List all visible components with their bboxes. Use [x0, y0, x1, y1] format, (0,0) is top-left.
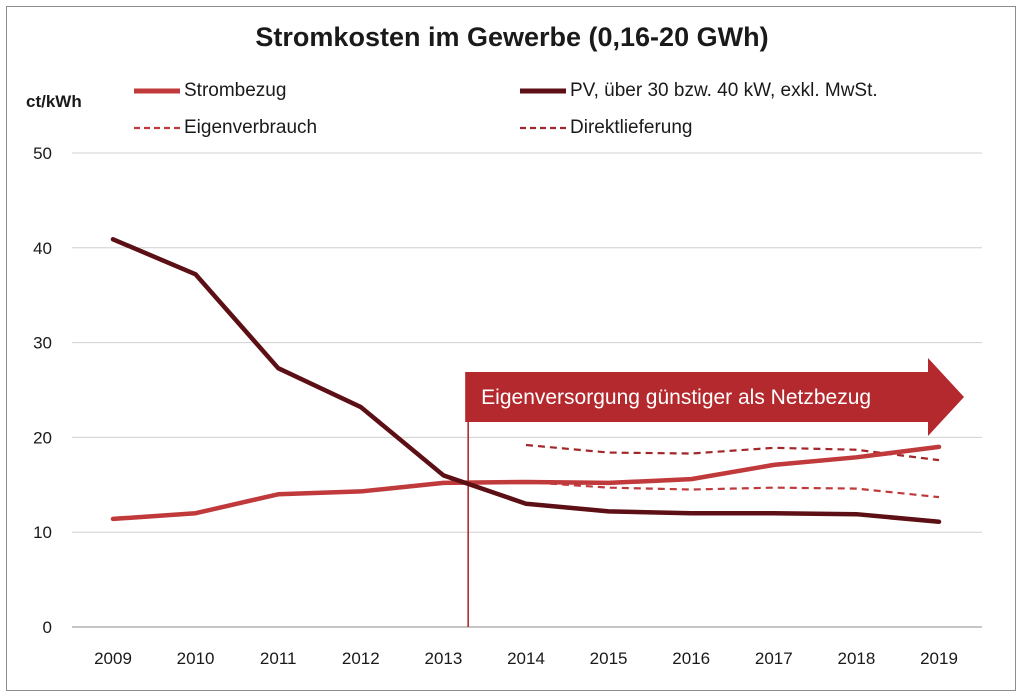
- x-tick-label-2012: 2012: [342, 649, 380, 668]
- series-line-2: [525, 480, 940, 499]
- x-tick-label-2010: 2010: [177, 649, 215, 668]
- legend-item-direktlieferung: Direktlieferung: [520, 117, 693, 139]
- annotation-arrow: [465, 358, 964, 436]
- x-tick-label-2014: 2014: [507, 649, 545, 668]
- legend-item-pv: PV, über 30 bzw. 40 kW, exkl. MwSt.: [520, 80, 878, 102]
- series-line-0: [110, 444, 942, 522]
- x-tick-label-2017: 2017: [755, 649, 793, 668]
- legend-label-pv: PV, über 30 bzw. 40 kW, exkl. MwSt.: [570, 80, 878, 101]
- y-axis-label: ct/kWh: [26, 92, 82, 111]
- y-tick-label-50: 50: [33, 144, 52, 163]
- legend-label-eigenverbrauch: Eigenverbrauch: [184, 117, 318, 138]
- y-tick-label-0: 0: [43, 618, 52, 637]
- legend-swatch-direktlieferung: [520, 126, 566, 130]
- x-tick-label-2013: 2013: [424, 649, 462, 668]
- x-tick-label-2018: 2018: [837, 649, 875, 668]
- x-tick-label-2011: 2011: [260, 649, 297, 668]
- chart-title: Stromkosten im Gewerbe (0,16-20 GWh): [255, 22, 769, 52]
- x-tick-label-2016: 2016: [672, 649, 710, 668]
- series-line-3: [525, 443, 940, 462]
- legend-swatch-pv: [520, 88, 566, 94]
- y-tick-label-40: 40: [33, 239, 52, 258]
- y-tick-label-30: 30: [33, 334, 52, 353]
- chart-frame: [6, 6, 1016, 691]
- x-tick-label-2009: 2009: [94, 649, 132, 668]
- legend-label-strombezug: Strombezug: [184, 80, 287, 101]
- annotation-text: Eigenversorgung günstiger als Netzbezug: [481, 386, 871, 409]
- legend-swatch-eigenverbrauch: [134, 126, 180, 130]
- x-tick-label-2015: 2015: [590, 649, 628, 668]
- x-tick-label-2019: 2019: [920, 649, 958, 668]
- legend-label-direktlieferung: Direktlieferung: [570, 117, 693, 138]
- legend-item-eigenverbrauch: Eigenverbrauch: [134, 117, 317, 139]
- legend-item-strombezug: Strombezug: [134, 80, 286, 102]
- legend-swatch-strombezug: [134, 88, 180, 94]
- y-tick-label-10: 10: [33, 523, 52, 542]
- y-tick-label-20: 20: [33, 428, 52, 447]
